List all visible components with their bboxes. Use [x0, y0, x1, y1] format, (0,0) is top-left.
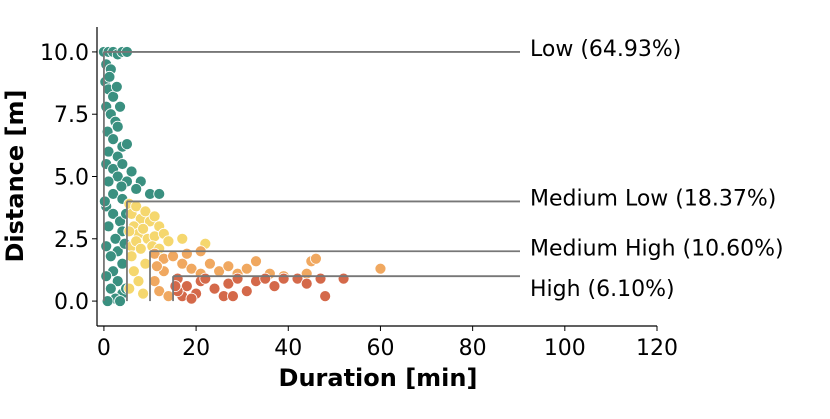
y-tick-label: 5.0 — [54, 166, 89, 191]
point — [374, 262, 387, 275]
y-axis-label: Distance [m] — [1, 90, 29, 263]
x-tick-label: 40 — [274, 336, 302, 361]
point — [101, 295, 114, 307]
point — [185, 262, 198, 275]
point — [107, 188, 120, 200]
point — [130, 183, 143, 195]
point — [114, 295, 126, 307]
point — [104, 250, 117, 263]
point — [111, 275, 124, 288]
x-tick-label: 120 — [636, 336, 678, 361]
point — [180, 280, 193, 293]
point — [169, 280, 182, 293]
point — [208, 282, 221, 295]
point — [107, 90, 120, 103]
point — [115, 180, 128, 193]
point — [176, 257, 189, 270]
point — [337, 272, 350, 285]
point — [110, 80, 123, 93]
point — [127, 265, 140, 278]
threshold-label: High (6.10%) — [530, 277, 675, 302]
point — [111, 120, 124, 133]
point — [98, 195, 111, 208]
point — [259, 272, 272, 285]
point — [134, 242, 147, 255]
x-tick-label: 100 — [544, 336, 586, 361]
point — [137, 287, 149, 300]
point — [125, 165, 138, 178]
point — [123, 282, 136, 295]
point — [132, 275, 145, 288]
point — [180, 247, 193, 260]
x-tick-label: 60 — [366, 336, 394, 361]
point — [109, 232, 122, 245]
point — [123, 225, 136, 238]
point — [116, 158, 129, 170]
point — [231, 272, 244, 285]
point — [114, 100, 126, 113]
point — [137, 222, 149, 235]
point — [268, 280, 281, 293]
y-tick-label: 7.5 — [54, 103, 89, 128]
y-tick-label: 10.0 — [40, 41, 89, 66]
point — [300, 277, 313, 290]
point — [100, 270, 113, 283]
point — [204, 257, 216, 270]
x-tick-label: 20 — [182, 336, 210, 361]
point — [277, 272, 290, 285]
threshold-label: Medium High (10.60%) — [530, 236, 784, 261]
point — [139, 205, 152, 218]
point — [240, 262, 253, 275]
y-tick-label: 2.5 — [54, 228, 89, 253]
threshold-label: Medium Low (18.37%) — [530, 186, 776, 211]
point — [107, 207, 120, 220]
x-axis-label: Duration [min] — [279, 364, 478, 392]
point — [319, 290, 332, 303]
point — [104, 282, 117, 295]
point — [222, 260, 235, 273]
point — [176, 232, 189, 245]
point — [153, 285, 166, 298]
point — [314, 272, 327, 285]
point — [250, 255, 262, 268]
point — [199, 272, 212, 285]
point — [107, 133, 120, 146]
point — [100, 240, 113, 253]
point — [148, 210, 161, 223]
point — [153, 188, 166, 200]
threshold-label: Low (64.93%) — [530, 37, 681, 62]
point — [167, 250, 179, 263]
point — [121, 138, 133, 151]
point — [162, 235, 175, 248]
point — [240, 285, 253, 298]
point — [185, 292, 198, 305]
point — [227, 290, 239, 303]
point — [103, 70, 116, 83]
x-tick-label: 0 — [97, 336, 111, 361]
y-tick-label: 0.0 — [54, 290, 89, 315]
point — [222, 277, 235, 290]
point — [310, 252, 322, 265]
x-tick-label: 80 — [459, 336, 487, 361]
point — [151, 260, 163, 273]
